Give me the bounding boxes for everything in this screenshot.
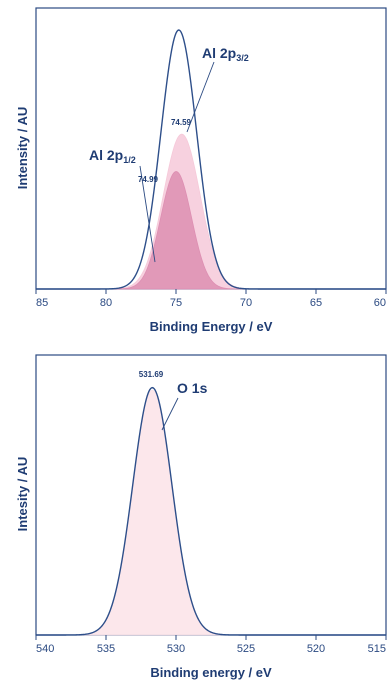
envelope-line — [36, 29, 386, 290]
pointer-al2p12 — [139, 165, 156, 263]
x-tick-label: 520 — [307, 643, 325, 655]
plot-frame — [35, 354, 387, 636]
x-tick-label: 70 — [240, 297, 252, 309]
x-axis-label: Binding energy / eV — [150, 665, 272, 680]
x-tick-label: 535 — [97, 643, 115, 655]
x-ticks: 540 535 530 525 520 515 — [35, 635, 387, 655]
component-peak-1 — [36, 389, 386, 636]
peak-value-al2p32: 74.59 — [171, 118, 192, 127]
envelope-line — [36, 386, 386, 636]
peak-label-al2p32: Al 2p3/2 — [202, 45, 249, 63]
pointer-o1s — [161, 397, 179, 431]
al2p-chart: 85 80 75 70 65 60 Binding Energy / eV Intensi… — [15, 7, 387, 334]
peak-label-o1s: O 1s — [177, 380, 208, 396]
envelope-lines — [36, 29, 386, 290]
x-tick-label: 515 — [368, 643, 386, 655]
x-tick-label: 80 — [100, 297, 112, 309]
x-tick-label: 525 — [237, 643, 255, 655]
pointer-al2p32 — [186, 61, 215, 133]
component-fills — [36, 389, 386, 636]
peak-value-o1s: 531.69 — [139, 370, 164, 379]
x-axis-label: Binding Energy / eV — [150, 319, 273, 334]
x-tick-label: 530 — [167, 643, 185, 655]
peak-value-al2p12: 74.99 — [138, 175, 159, 184]
o1s-chart: 540 535 530 525 520 515 Binding energy / eV I… — [15, 354, 387, 680]
x-tick-label: 60 — [374, 297, 386, 309]
x-tick-label: 65 — [310, 297, 322, 309]
x-tick-label: 540 — [36, 643, 54, 655]
x-tick-label: 75 — [170, 297, 182, 309]
peak-label-al2p12: Al 2p1/2 — [89, 147, 136, 165]
x-ticks: 85 80 75 70 65 60 — [35, 289, 387, 309]
y-axis-label: Intensity / AU — [15, 107, 30, 190]
envelope-lines — [36, 386, 386, 636]
y-axis-label: Intesity / AU — [15, 457, 30, 532]
x-tick-label: 85 — [36, 297, 48, 309]
